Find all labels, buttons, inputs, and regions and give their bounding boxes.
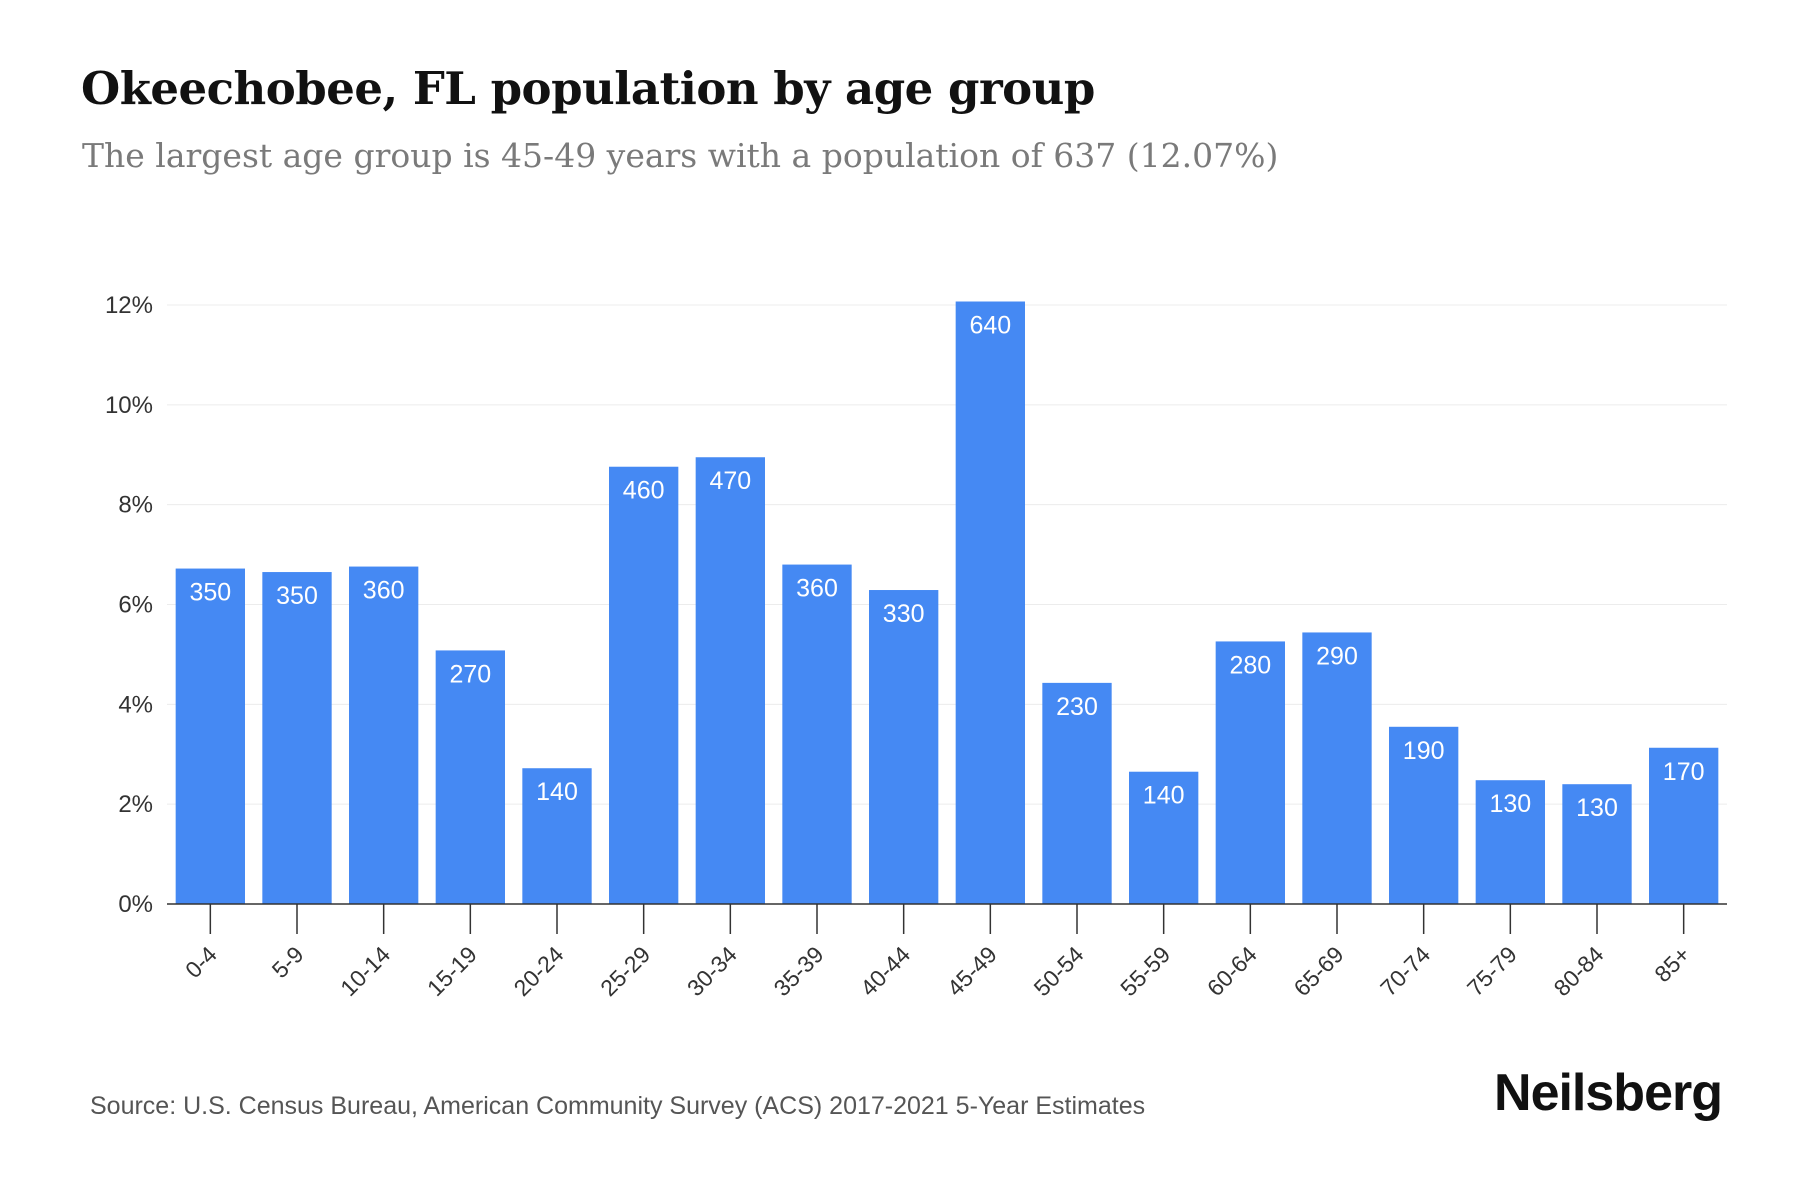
- bar: [955, 301, 1025, 904]
- bar-data-label: 140: [536, 778, 578, 806]
- bar: [869, 590, 939, 904]
- brand-logo: Neilsberg: [1494, 1064, 1723, 1122]
- bar-data-label: 170: [1663, 758, 1705, 786]
- x-category-label: 70-74: [1375, 941, 1435, 1001]
- bar-data-label: 130: [1489, 790, 1531, 818]
- bar: [1129, 771, 1199, 904]
- x-category-label: 55-59: [1115, 941, 1175, 1001]
- bar: [1649, 747, 1719, 904]
- bar-data-label: 140: [1143, 782, 1185, 810]
- x-category-label: 0-4: [180, 941, 222, 983]
- bar: [262, 572, 332, 904]
- x-category-label: 5-9: [267, 941, 309, 983]
- bar: [1215, 641, 1285, 904]
- bar: [1389, 726, 1459, 904]
- bar-data-label: 360: [363, 577, 405, 605]
- chart-title: Okeechobee, FL population by age group: [81, 62, 1095, 115]
- bar-data-label: 130: [1576, 794, 1618, 822]
- bar-data-label: 190: [1403, 737, 1445, 765]
- bar: [349, 566, 419, 904]
- x-category-label: 60-64: [1202, 941, 1262, 1001]
- y-tick-label: 8%: [118, 492, 153, 519]
- bar: [609, 466, 679, 904]
- x-category-label: 25-29: [595, 941, 655, 1001]
- y-tick-label: 6%: [118, 592, 153, 619]
- chart-subtitle: The largest age group is 45-49 years wit…: [82, 136, 1279, 175]
- y-tick-label: 0%: [118, 891, 153, 918]
- bar-data-label: 230: [1056, 693, 1098, 721]
- y-tick-label: 2%: [118, 791, 153, 818]
- bar-data-label: 360: [796, 575, 838, 603]
- bar-data-label: 270: [449, 660, 491, 688]
- x-category-label: 50-54: [1029, 941, 1089, 1001]
- y-tick-label: 12%: [105, 292, 153, 319]
- bar-data-label: 350: [189, 579, 231, 607]
- x-category-label: 45-49: [942, 941, 1002, 1001]
- x-category-label: 85+: [1649, 941, 1695, 987]
- bar-chart: 0% 2% 4% 6% 8% 10% 12% 350 0-4 350 5-9 360 10-14 270 1…: [105, 292, 1727, 1001]
- bar-data-label: 330: [883, 600, 925, 628]
- x-category-label: 65-69: [1289, 941, 1349, 1001]
- bar: [695, 457, 765, 904]
- bar: [1042, 682, 1112, 904]
- bar-data-label: 350: [276, 582, 318, 610]
- x-category-label: 35-39: [769, 941, 829, 1001]
- bar: [1562, 784, 1632, 904]
- x-category-label: 15-19: [422, 941, 482, 1001]
- y-tick-label: 10%: [105, 392, 153, 419]
- bar-data-label: 640: [969, 312, 1011, 340]
- bar-data-label: 460: [623, 477, 665, 505]
- x-category-label: 75-79: [1462, 941, 1522, 1001]
- bar: [435, 650, 505, 904]
- bar-data-label: 280: [1229, 651, 1271, 679]
- y-tick-label: 4%: [118, 691, 153, 718]
- bar: [1475, 780, 1545, 904]
- x-category-label: 40-44: [855, 941, 915, 1001]
- source-note: Source: U.S. Census Bureau, American Com…: [90, 1092, 1146, 1120]
- bar: [782, 564, 852, 904]
- x-category-label: 20-24: [509, 941, 569, 1001]
- bar-data-label: 290: [1316, 642, 1358, 670]
- x-category-label: 10-14: [335, 941, 395, 1001]
- bar: [1302, 632, 1372, 904]
- bar: [175, 568, 245, 904]
- x-category-label: 30-34: [682, 941, 742, 1001]
- bar: [522, 768, 592, 904]
- x-category-label: 80-84: [1549, 941, 1609, 1001]
- bar-data-label: 470: [709, 467, 751, 495]
